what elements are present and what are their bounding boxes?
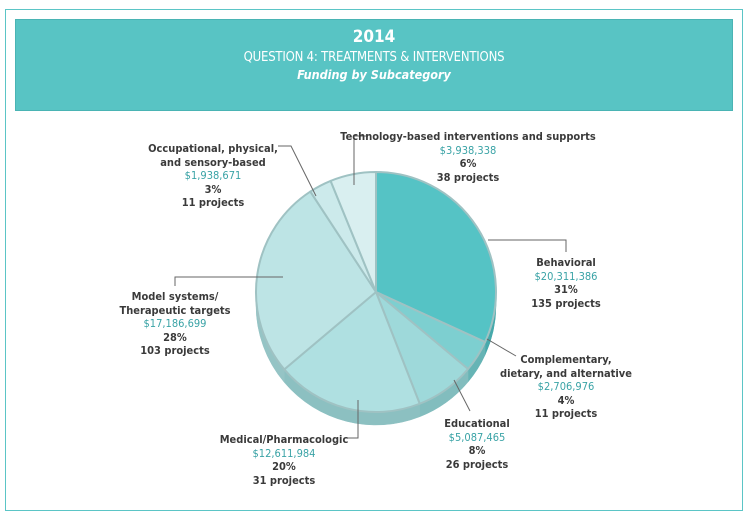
label-complementary: Complementary, dietary, and alternative … (500, 353, 632, 421)
slice-name: Technology-based interventions and suppo… (340, 130, 596, 143)
label-educational: Educational $5,087,465 8% 26 projects (444, 417, 509, 471)
slice-name-line1: Occupational, physical, (148, 142, 278, 155)
slice-amount: $3,938,338 (439, 143, 497, 157)
slice-projects: 11 projects (534, 407, 598, 420)
slice-percent: 31% (554, 283, 578, 296)
leader-line-occupational (278, 145, 317, 197)
slice-projects: 103 projects (140, 344, 210, 357)
slice-percent: 28% (163, 330, 187, 344)
slice-name-line2: Therapeutic targets (119, 303, 231, 317)
leader-line-complementary (486, 338, 517, 357)
slice-amount: $12,611,984 (252, 446, 316, 460)
chart-subtitle: Funding by Subcategory (297, 67, 451, 82)
slice-projects: 11 projects (181, 196, 245, 209)
pie-slice-technology-based-interventions-and-supports (329, 171, 377, 293)
slice-amount: $2,706,976 (537, 380, 595, 393)
slice-name-line1: Complementary, (520, 353, 612, 366)
pie-slice-medical-pharmacologic (283, 291, 421, 413)
label-medical: Medical/Pharmacologic $12,611,984 20% 31… (220, 433, 349, 487)
slice-percent: 3% (204, 182, 222, 196)
leader-line-medical (346, 400, 359, 439)
label-behavioral: Behavioral $20,311,386 31% 135 projects (531, 256, 600, 310)
slice-amount: $1,938,671 (184, 169, 242, 182)
slice-percent: 4% (557, 393, 575, 407)
label-occupational: Occupational, physical, and sensory-base… (148, 142, 278, 210)
chart-question-title: QUESTION 4: TREATMENTS & INTERVENTIONS (243, 50, 505, 65)
pie-slice-behavioral (375, 171, 497, 344)
label-model-systems: Model systems/ Therapeutic targets $17,1… (119, 290, 230, 358)
leader-line-behavioral (488, 239, 567, 252)
leader-line-technology (353, 135, 368, 185)
slice-projects: 38 projects (436, 170, 500, 184)
slice-name: Behavioral (536, 256, 596, 269)
pie-slice-model-systems-therapeutic-targets (255, 190, 377, 371)
slice-percent: 20% (272, 460, 296, 473)
slice-name-line2: and sensory-based (160, 155, 266, 169)
slice-projects: 26 projects (445, 457, 509, 471)
slice-percent: 8% (468, 444, 486, 457)
slice-name-line2: dietary, and alternative (500, 366, 632, 380)
slice-name: Medical/Pharmacologic (219, 433, 349, 446)
slice-amount: $17,186,699 (143, 317, 207, 330)
chart-year: 2014 (352, 27, 396, 47)
slice-name-line1: Model systems/ (131, 290, 219, 303)
slice-amount: $20,311,386 (534, 269, 598, 283)
slice-projects: 31 projects (252, 473, 316, 487)
slice-projects: 135 projects (531, 296, 601, 310)
slice-amount: $5,087,465 (448, 430, 506, 444)
leader-line-educational (453, 379, 471, 412)
chart-header: 2014 QUESTION 4: TREATMENTS & INTERVENTI… (15, 19, 733, 111)
slice-percent: 6% (459, 157, 477, 170)
leader-line-model-systems (174, 276, 283, 286)
slice-name: Educational (444, 417, 510, 430)
label-technology: Technology-based interventions and suppo… (340, 130, 595, 184)
